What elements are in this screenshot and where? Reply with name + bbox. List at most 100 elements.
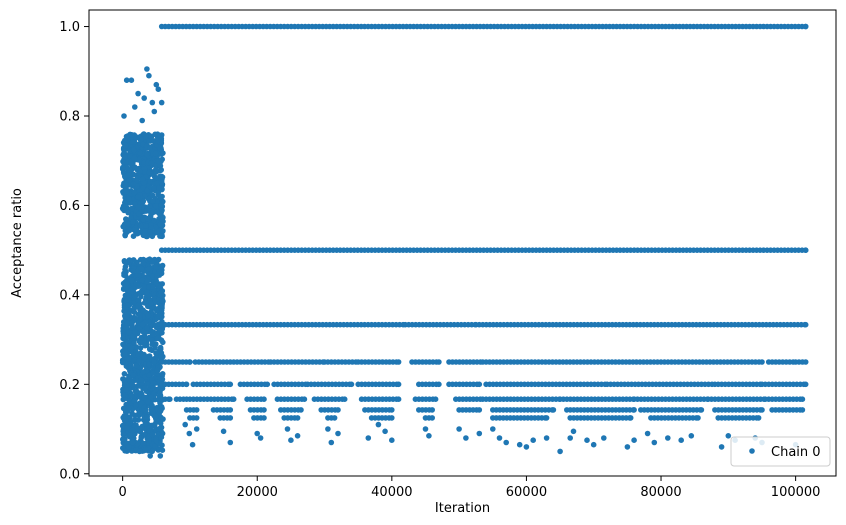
data-point [137,339,144,346]
data-point [348,381,355,388]
data-point [157,344,164,351]
data-point [631,437,637,444]
data-point [155,312,162,319]
data-point [365,435,372,441]
data-point [254,430,260,437]
data-point [328,439,335,446]
data-point [135,283,142,290]
data-point [123,77,130,83]
data-point [158,354,164,361]
data-point [154,335,161,342]
data-point [132,316,139,322]
data-point [123,281,130,287]
data-point [119,423,126,429]
data-point [151,108,158,115]
data-point [137,223,144,229]
data-point [121,371,128,377]
data-point [146,169,153,176]
data-point [140,307,146,314]
data-point [140,260,147,267]
data-point [426,433,432,439]
data-point [132,412,138,419]
data-point [125,405,132,411]
data-point [140,328,146,335]
data-point [125,209,131,216]
data-point [153,307,160,314]
data-point [122,173,128,180]
data-point [144,278,151,285]
data-point [124,320,130,327]
data-point [160,416,166,422]
data-point [137,345,144,351]
data-point [122,142,129,149]
data-point [158,193,164,200]
data-point [160,228,166,234]
data-point [134,425,140,432]
data-point [157,145,164,151]
data-point [755,415,762,421]
x-tick-label: 40000 [371,485,412,500]
data-point [156,426,162,432]
data-point [142,447,149,453]
data-point [142,228,148,234]
data-point [148,133,155,140]
data-point [802,23,809,30]
data-point [183,381,190,388]
data-point [126,356,132,362]
data-point [135,351,141,357]
data-point [143,151,150,158]
data-point [152,295,158,302]
data-point [140,198,147,204]
data-point [136,448,143,455]
data-point [153,169,159,175]
data-point [158,290,164,296]
data-point [123,325,130,331]
y-axis: 0.0 0.2 0.4 0.6 0.8 1.0 [59,20,89,482]
data-point [120,436,126,443]
data-point [335,430,341,437]
data-point [159,174,166,180]
data-point [135,90,141,97]
points-layer [119,23,809,459]
data-point [140,217,147,223]
data-point [128,158,134,165]
data-point [557,448,563,455]
data-point [139,321,146,328]
data-point [151,217,157,224]
data-point [122,417,129,424]
data-point [128,363,134,369]
data-point [156,328,163,335]
y-tick-label: 0.8 [59,109,80,124]
data-point [429,407,436,413]
data-point [261,396,267,403]
data-point [132,417,138,423]
data-point [135,204,142,211]
data-point [150,284,156,290]
data-point [151,359,157,366]
data-point [146,437,152,444]
data-point [123,273,129,279]
data-point [148,394,154,401]
data-point [120,164,126,171]
x-tick-label: 100000 [771,485,821,500]
data-point [149,99,156,106]
data-point [141,284,148,291]
data-point [144,289,150,296]
data-point [133,402,139,409]
data-point [802,321,809,328]
legend-label: Chain 0 [771,445,821,460]
data-point [301,396,308,403]
data-point [120,203,127,209]
legend-marker [749,448,755,454]
data-point [144,325,150,331]
data-point [516,441,523,448]
data-point [160,150,166,156]
data-point [120,431,127,438]
data-point [154,273,160,279]
data-point [298,407,304,413]
data-point [389,437,395,444]
data-point [121,113,127,119]
data-point [123,387,129,393]
data-point [227,439,234,446]
